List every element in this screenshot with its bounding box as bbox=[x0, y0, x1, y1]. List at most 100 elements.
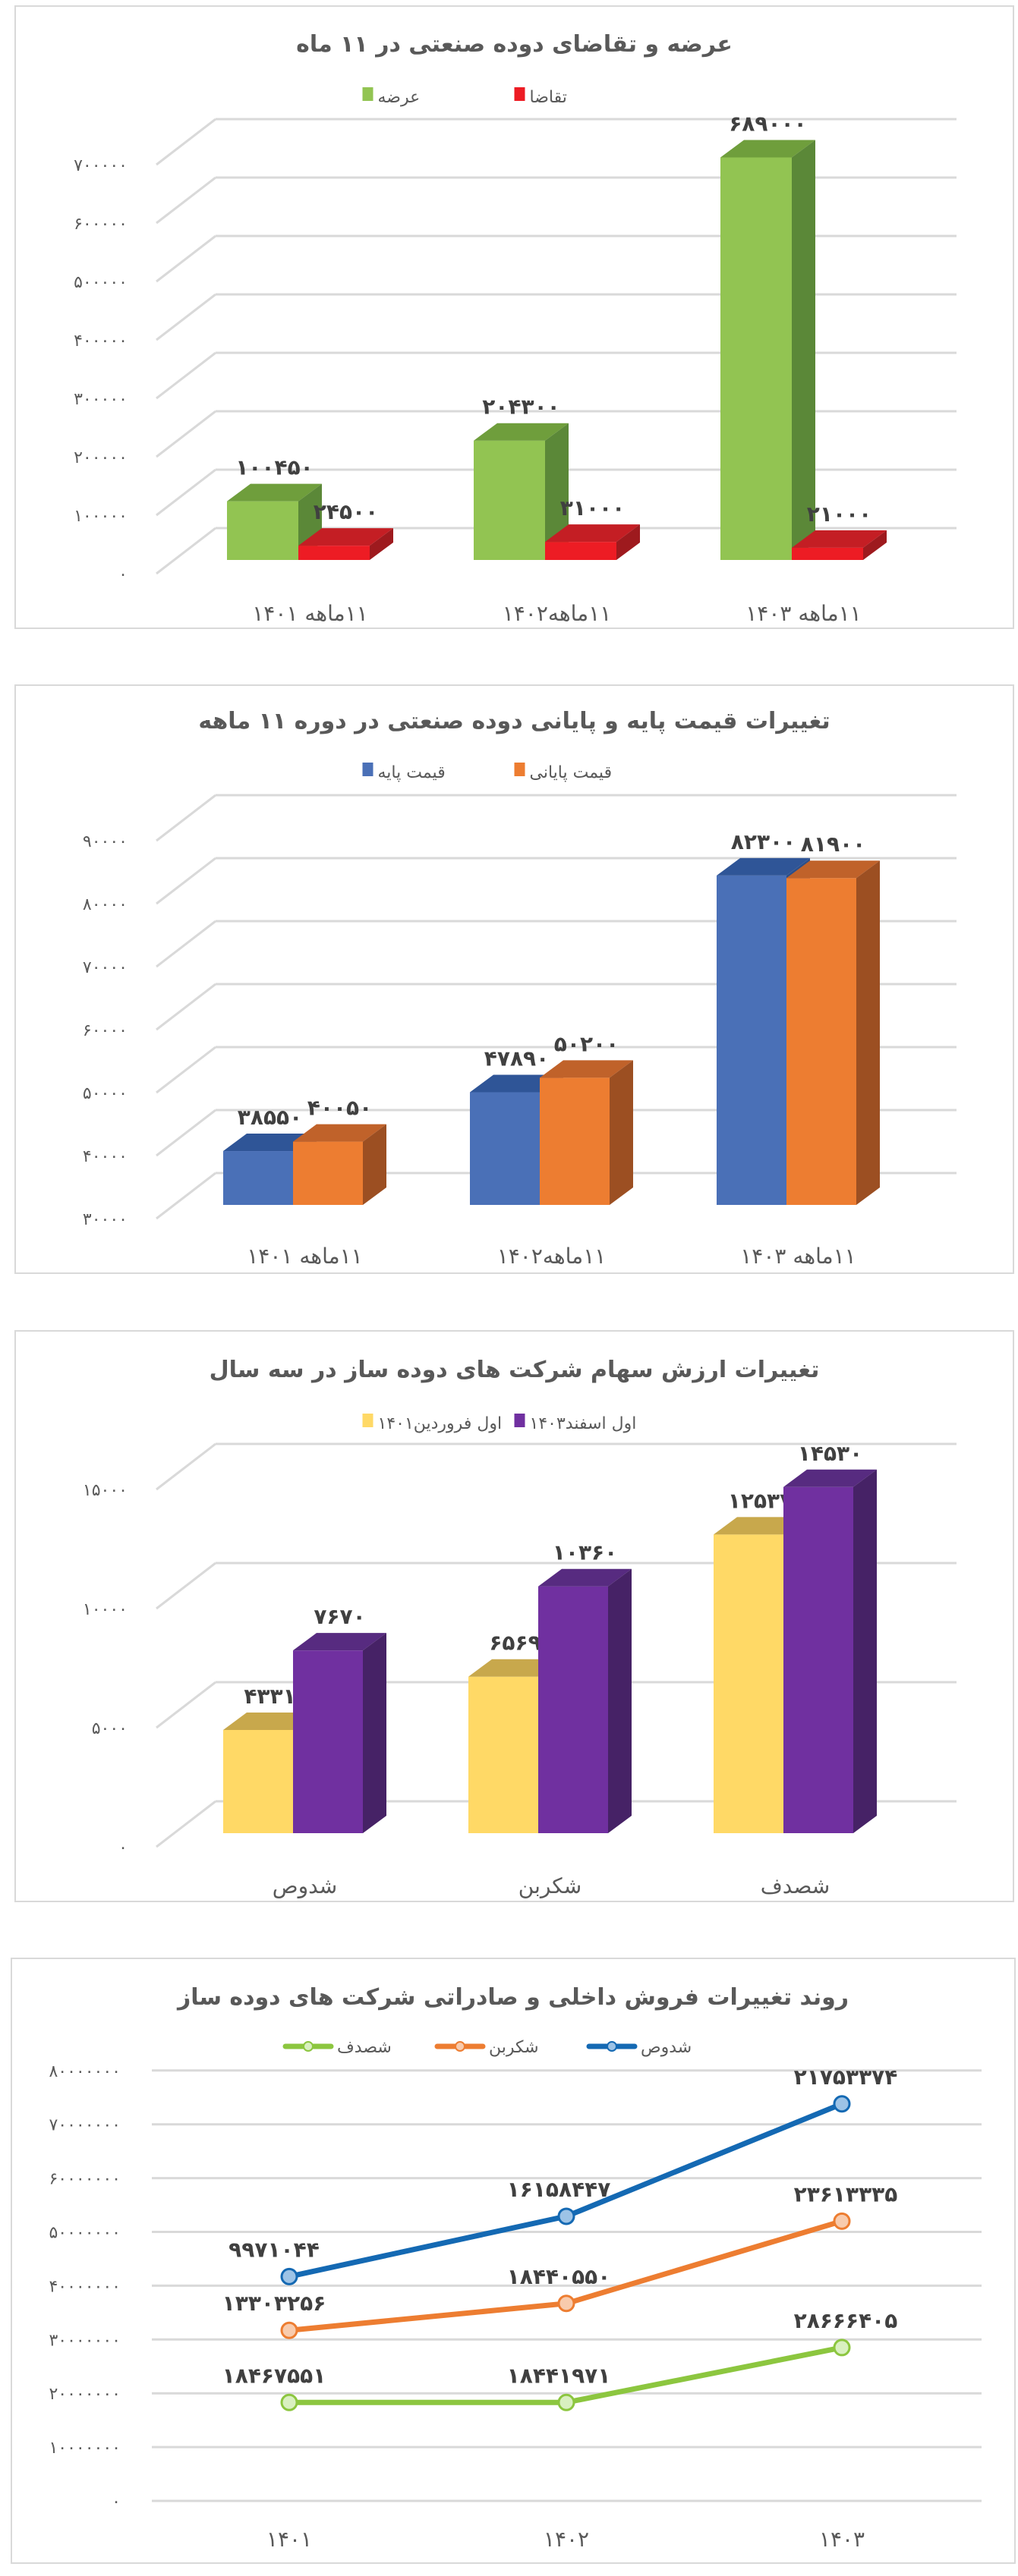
bar-front bbox=[223, 1730, 293, 1833]
y-tick-label: ۴۰۰۰۰۰۰۰ bbox=[49, 2277, 121, 2296]
legend: اول فروردین۱۴۰۱ اول اسفند۱۴۰۳ bbox=[362, 1414, 637, 1433]
legend-item: قیمت پایه bbox=[362, 763, 446, 782]
x-category-label: ۱۱ماهه ۱۴۰۱ bbox=[247, 1244, 362, 1269]
bar-front bbox=[293, 1650, 363, 1833]
data-label: ۱۲۵۳۷ bbox=[728, 1488, 793, 1513]
chart-2: تغییرات قیمت پایه و پایانی دوده صنعتی در… bbox=[14, 684, 1014, 1274]
bar bbox=[720, 140, 815, 561]
legend-label: قیمت پایانی bbox=[530, 763, 613, 782]
y-tick-label: ۸۰۰۰۰۰۰۰ bbox=[49, 2062, 121, 2081]
bar-side bbox=[863, 530, 887, 560]
data-label: ۳۸۵۵۰ bbox=[238, 1105, 302, 1130]
y-tick-label: ۳۰۰۰۰۰۰۰ bbox=[49, 2331, 121, 2350]
y-tick-label: ۱۰۰۰۰ bbox=[83, 1600, 128, 1619]
legend: قیمت پایه قیمت پایانی bbox=[362, 763, 613, 782]
legend-label: شکربن bbox=[489, 2038, 539, 2057]
bar-front bbox=[223, 1151, 293, 1205]
y-tick-label: ۲۰۰۰۰۰ bbox=[74, 448, 128, 467]
bar-side bbox=[616, 524, 640, 560]
data-label: ۶۸۹۰۰۰ bbox=[729, 111, 807, 136]
bar-top bbox=[540, 1060, 633, 1078]
chart-3: تغییرات ارزش سهام شرکت های دوده ساز در س… bbox=[14, 1330, 1014, 1902]
data-label: ۱۳۳۰۳۲۵۶ bbox=[222, 2291, 326, 2316]
bar bbox=[786, 860, 880, 1205]
legend-label: اول فروردین۱۴۰۱ bbox=[378, 1414, 503, 1433]
bar-top bbox=[293, 1124, 386, 1142]
bar-front bbox=[293, 1141, 363, 1205]
legend-label: اول اسفند۱۴۰۳ bbox=[530, 1414, 637, 1433]
gridlines bbox=[156, 118, 957, 575]
gridline-side bbox=[156, 1442, 216, 1491]
x-category-label: ۱۱ماهه۱۴۰۲ bbox=[503, 601, 612, 626]
gridline-side bbox=[156, 1109, 216, 1157]
bar-top bbox=[293, 1633, 386, 1651]
y-tick-label: ۵۰۰۰۰۰۰۰ bbox=[49, 2224, 121, 2243]
series-2: ۴۰۰۵۰ ۵۰۲۰۰ ۸۱۹۰۰ bbox=[293, 832, 880, 1205]
gridline-side bbox=[156, 468, 216, 517]
y-tick-label: ۶۰۰۰۰ bbox=[83, 1021, 128, 1040]
y-tick-label: ۷۰۰۰۰۰۰۰ bbox=[49, 2116, 121, 2135]
data-label: ۴۷۸۹۰ bbox=[484, 1046, 549, 1071]
gridline-side bbox=[156, 118, 216, 166]
x-category-label: شدوص bbox=[273, 1873, 338, 1898]
data-point-marker bbox=[833, 2212, 851, 2230]
bar-top bbox=[298, 528, 393, 546]
legend-item: شکربن bbox=[434, 2038, 539, 2057]
x-category-label: شصدف bbox=[761, 1873, 830, 1898]
data-point-marker bbox=[557, 2294, 575, 2313]
y-tick-label: ۵۰۰۰۰۰ bbox=[74, 273, 128, 292]
bar-front bbox=[714, 1534, 783, 1833]
legend-item: اول اسفند۱۴۰۳ bbox=[514, 1414, 637, 1433]
gridline-side bbox=[156, 293, 216, 341]
y-tick-label: ۰ bbox=[112, 2493, 121, 2512]
bar-side bbox=[370, 528, 393, 560]
legend-marker-icon bbox=[303, 2041, 314, 2052]
bar-front bbox=[545, 542, 616, 560]
chart-title: تغییرات قیمت پایه و پایانی دوده صنعتی در… bbox=[198, 708, 830, 734]
chart-title: عرضه و تقاضای دوده صنعتی در ۱۱ ماه bbox=[296, 31, 733, 58]
legend-swatch bbox=[362, 87, 373, 101]
legend: شصدف شکربن شدوص bbox=[282, 2038, 692, 2057]
legend-label: عرضه bbox=[378, 88, 421, 107]
bar-top bbox=[717, 857, 810, 876]
data-label: ۲۴۵۰۰ bbox=[314, 499, 378, 524]
x-category-label: ۱۱ماهه ۱۴۰۱ bbox=[252, 601, 367, 626]
x-category-label: ۱۴۰۲ bbox=[544, 2527, 589, 2552]
y-tick-label: ۶۰۰۰۰۰۰۰ bbox=[49, 2170, 121, 2189]
legend-item: اول فروردین۱۴۰۱ bbox=[362, 1414, 503, 1433]
data-label: ۲۸۶۶۶۴۰۵ bbox=[794, 2308, 898, 2333]
bar bbox=[293, 1633, 386, 1833]
bar-front bbox=[470, 1092, 540, 1205]
bar-top bbox=[474, 423, 569, 441]
gridline-side bbox=[156, 794, 216, 842]
bar-front bbox=[540, 1077, 610, 1205]
chart-title: تغییرات ارزش سهام شرکت های دوده ساز در س… bbox=[210, 1357, 820, 1383]
chart-title: روند تغییرات فروش داخلی و صادراتی شرکت ه… bbox=[176, 1984, 849, 2011]
data-point-marker bbox=[833, 2339, 851, 2357]
bar-front bbox=[786, 878, 856, 1205]
x-category-label: ۱۱ماهه۱۴۰۲ bbox=[497, 1244, 607, 1269]
data-point-marker bbox=[280, 2267, 298, 2285]
chart-card bbox=[11, 1958, 1016, 2564]
legend-swatch bbox=[362, 1414, 373, 1427]
legend-swatch bbox=[514, 1414, 525, 1427]
legend-item: تقاضا bbox=[514, 87, 567, 107]
legend-marker-icon bbox=[455, 2041, 465, 2052]
bar-top bbox=[720, 140, 815, 158]
bar bbox=[545, 524, 640, 560]
legend-item: شدوص bbox=[586, 2038, 692, 2057]
legend-label: تقاضا bbox=[530, 88, 567, 107]
data-label: ۲۳۶۱۳۳۳۵ bbox=[794, 2181, 898, 2206]
bar-side bbox=[610, 1060, 633, 1205]
data-label: ۲۱۷۵۳۳۷۴ bbox=[794, 2065, 898, 2090]
data-label: ۵۰۲۰۰ bbox=[554, 1031, 619, 1056]
y-tick-label: ۴۰۰۰۰۰ bbox=[74, 332, 128, 351]
y-tick-label: ۱۰۰۰۰۰ bbox=[74, 507, 128, 526]
series-line-2: ۱۳۳۰۳۲۵۶ ۱۸۴۴۰۵۵۰ ۲۳۶۱۳۳۳۵ bbox=[222, 2181, 898, 2339]
bar-top bbox=[783, 1469, 877, 1487]
bar-front bbox=[792, 547, 863, 560]
bar-side bbox=[856, 860, 880, 1205]
gridline-side bbox=[156, 176, 216, 225]
data-label: ۱۴۵۳۰ bbox=[798, 1441, 862, 1466]
